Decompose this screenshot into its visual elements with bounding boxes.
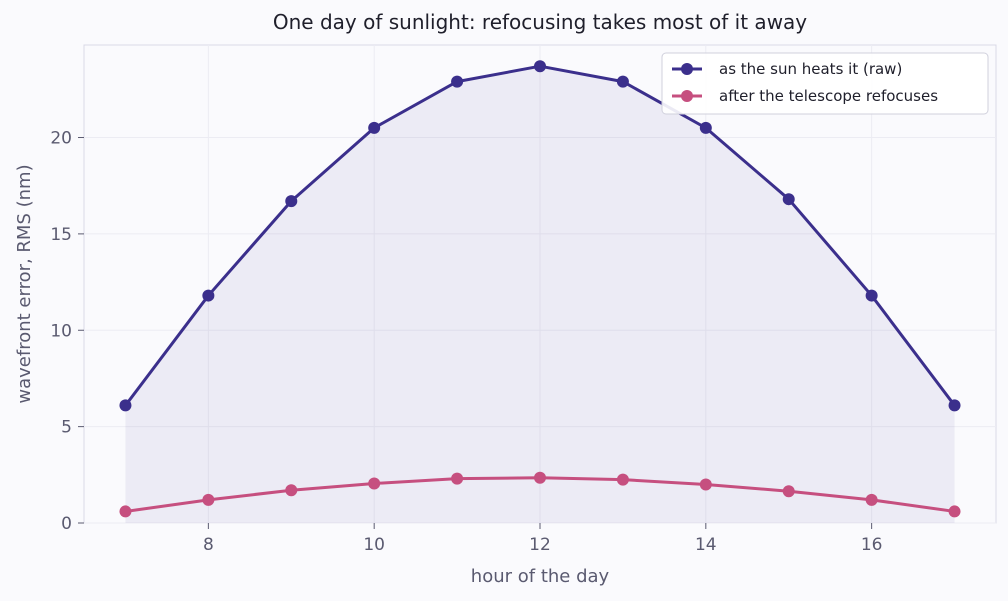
legend-label-raw: as the sun heats it (raw) [719,60,902,78]
y-axis-label: wavefront error, RMS (nm) [14,164,35,403]
x-axis-ticks: 8 10 12 14 16 [203,523,883,555]
legend-marker-raw [681,63,693,75]
data-point-1 [285,484,298,497]
legend: as the sun heats it (raw) after the tele… [661,52,989,115]
y-tick-label: 15 [50,225,72,245]
data-point-1 [948,505,961,518]
data-point-1 [451,472,464,485]
x-tick-label: 14 [695,535,717,555]
data-point-1 [368,477,381,490]
data-point-0 [368,121,381,134]
data-point-0 [119,399,132,412]
data-point-1 [616,473,629,486]
y-tick-label: 10 [50,321,72,341]
data-point-0 [782,193,795,206]
x-axis-label: hour of the day [471,566,610,587]
data-point-1 [782,485,795,498]
y-axis-ticks: 0 5 10 15 20 [50,129,84,534]
data-point-0 [616,75,629,88]
x-tick-label: 12 [529,535,551,555]
legend-marker-refocused [681,90,693,102]
x-tick-label: 8 [203,535,214,555]
data-point-0 [699,121,712,134]
series-points [119,60,961,518]
series-area-0 [125,66,955,524]
chart-title: One day of sunlight: refocusing takes mo… [273,10,807,34]
data-point-1 [699,478,712,491]
data-point-0 [451,75,464,88]
data-point-0 [948,399,961,412]
data-point-1 [534,471,546,484]
y-tick-label: 5 [61,418,72,438]
data-point-0 [534,60,546,73]
data-point-1 [202,493,215,506]
data-point-0 [202,289,215,302]
data-point-1 [865,493,878,506]
data-point-0 [865,289,878,302]
data-point-0 [285,195,298,208]
legend-box [661,52,989,115]
series-fills [125,66,955,524]
x-tick-label: 10 [363,535,385,555]
legend-label-refocused: after the telescope refocuses [719,87,938,105]
data-point-1 [119,505,132,518]
y-tick-label: 20 [50,129,72,149]
y-tick-label: 0 [61,514,72,534]
x-tick-label: 16 [861,535,883,555]
